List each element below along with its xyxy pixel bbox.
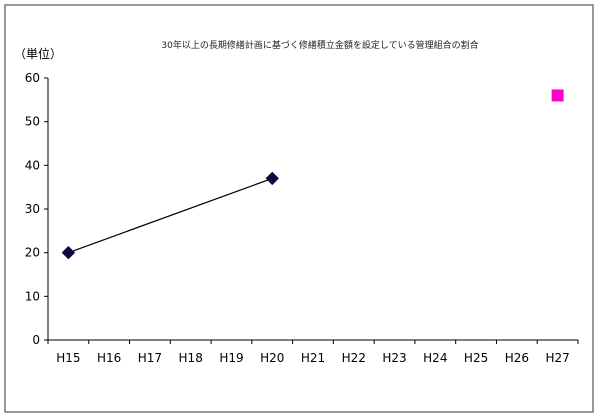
chart-title: 30年以上の長期修繕計画に基づく修繕積立金額を設定している管理組合の割合 xyxy=(161,39,478,51)
x-tick-label: H16 xyxy=(97,351,121,365)
unit-label: （単位） xyxy=(14,46,62,61)
x-tick-label: H19 xyxy=(219,351,243,365)
x-tick-label: H21 xyxy=(301,351,325,365)
y-tick-label: 50 xyxy=(25,115,40,129)
y-tick-label: 20 xyxy=(25,246,40,260)
y-tick-label: 30 xyxy=(25,202,40,216)
x-tick-label: H22 xyxy=(342,351,366,365)
x-tick-label: H18 xyxy=(179,351,203,365)
data-point-square xyxy=(552,89,564,101)
x-tick-label: H27 xyxy=(545,351,569,365)
x-tick-label: H26 xyxy=(505,351,529,365)
x-tick-label: H15 xyxy=(56,351,80,365)
x-tick-label: H23 xyxy=(382,351,406,365)
x-tick-label: H24 xyxy=(423,351,447,365)
y-tick-label: 60 xyxy=(25,71,40,85)
x-tick-label: H17 xyxy=(138,351,162,365)
y-tick-label: 10 xyxy=(25,289,40,303)
x-tick-label: H25 xyxy=(464,351,488,365)
y-tick-label: 0 xyxy=(32,333,40,347)
y-tick-label: 40 xyxy=(25,158,40,172)
x-tick-label: H20 xyxy=(260,351,284,365)
